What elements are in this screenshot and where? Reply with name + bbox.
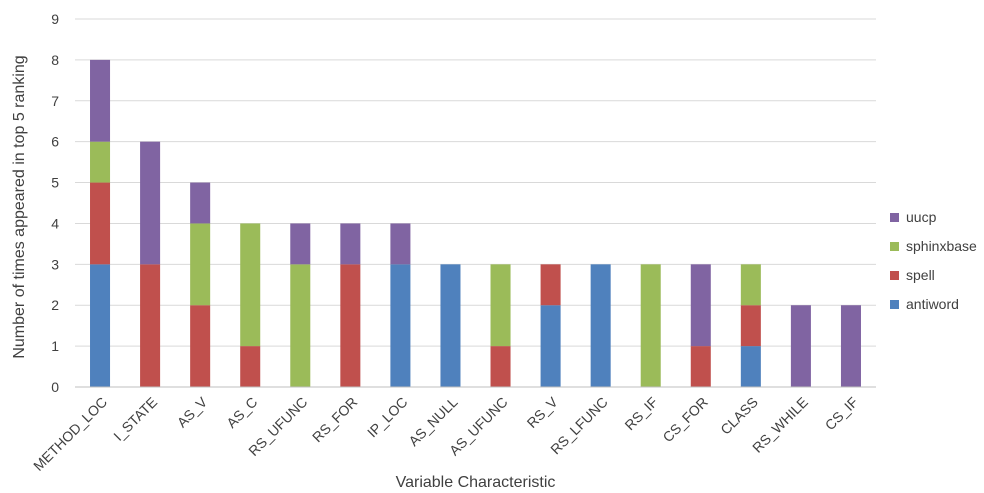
y-axis-title: Number of times appeared in top 5 rankin… xyxy=(11,55,28,358)
bar-spell-as-v xyxy=(190,305,211,387)
bar-uucp-as-v xyxy=(190,182,211,224)
x-tick-label: CS_IF xyxy=(822,394,861,433)
bar-uucp-cs-if xyxy=(840,305,861,387)
x-tick-label: AS_V xyxy=(174,393,211,430)
bars xyxy=(90,59,861,387)
x-tick-label: RS_V xyxy=(524,393,562,431)
legend: uucp sphinxbase spell antiword xyxy=(890,209,977,312)
bar-uucp-ip-loc xyxy=(390,223,411,265)
bar-sphinxbase-method-loc xyxy=(90,141,111,183)
x-tick-label: I_STATE xyxy=(110,394,160,444)
bar-uucp-rs-while xyxy=(790,305,811,387)
y-tick-label: 5 xyxy=(51,175,59,191)
x-tick-label: RS_IF xyxy=(621,394,660,433)
bar-sphinxbase-class xyxy=(740,264,761,306)
x-tick-label: METHOD_LOC xyxy=(30,394,110,474)
y-tick-label: 0 xyxy=(51,379,59,395)
legend-swatch-antiword xyxy=(890,300,899,309)
bar-spell-i-state xyxy=(140,264,161,387)
x-tick-label: CS_FOR xyxy=(659,394,710,445)
legend-swatch-uucp xyxy=(890,213,899,222)
y-tick-label: 9 xyxy=(51,11,59,27)
bar-spell-rs-v xyxy=(540,264,561,306)
bar-antiword-rs-lfunc xyxy=(590,264,611,387)
x-tick-label: AS_C xyxy=(223,394,260,431)
y-tick-label: 6 xyxy=(51,134,59,150)
bar-antiword-ip-loc xyxy=(390,264,411,387)
x-tick-label: RS_FOR xyxy=(309,394,360,445)
bar-antiword-rs-v xyxy=(540,305,561,387)
legend-label-spell: spell xyxy=(906,267,935,283)
bar-spell-method-loc xyxy=(90,182,111,265)
bar-sphinxbase-rs-if xyxy=(640,264,661,387)
bar-uucp-rs-for xyxy=(340,223,361,265)
y-tick-label: 1 xyxy=(51,338,59,354)
legend-label-uucp: uucp xyxy=(906,209,937,225)
bar-spell-rs-for xyxy=(340,264,361,387)
y-tick-label: 7 xyxy=(51,93,59,109)
bar-spell-cs-for xyxy=(690,346,711,387)
bar-sphinxbase-as-ufunc xyxy=(490,264,511,347)
x-tick-label: CLASS xyxy=(717,394,761,438)
y-tick-labels: 0 1 2 3 4 5 6 7 8 9 xyxy=(51,11,59,395)
legend-swatch-sphinxbase xyxy=(890,242,899,251)
bar-uucp-i-state xyxy=(140,141,161,265)
x-axis-title: Variable Characteristic xyxy=(396,474,556,491)
y-tick-label: 3 xyxy=(51,256,59,272)
bar-uucp-cs-for xyxy=(690,264,711,347)
bar-antiword-method-loc xyxy=(90,264,111,387)
bar-spell-as-c xyxy=(240,346,261,387)
legend-label-sphinxbase: sphinxbase xyxy=(906,238,977,254)
bar-antiword-as-null xyxy=(440,264,461,387)
bar-sphinxbase-as-c xyxy=(240,223,261,347)
y-tick-label: 2 xyxy=(51,297,59,313)
bar-sphinxbase-as-v xyxy=(190,223,211,306)
legend-swatch-spell xyxy=(890,271,899,280)
x-tick-label: IP_LOC xyxy=(364,394,411,441)
bar-sphinxbase-rs-ufunc xyxy=(290,264,311,387)
bar-antiword-class xyxy=(740,346,761,387)
legend-label-antiword: antiword xyxy=(906,296,959,312)
bar-spell-class xyxy=(740,305,761,347)
y-tick-label: 4 xyxy=(51,215,59,231)
y-tick-label: 8 xyxy=(51,52,59,68)
bar-uucp-rs-ufunc xyxy=(290,223,311,265)
bar-uucp-method-loc xyxy=(90,59,111,142)
bar-spell-as-ufunc xyxy=(490,346,511,387)
